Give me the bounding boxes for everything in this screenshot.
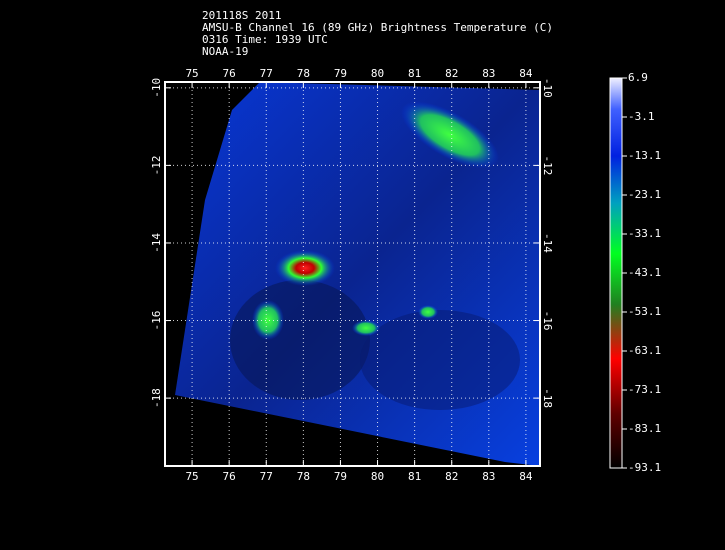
colorbar-label: 6.9 [628,71,648,84]
colorbar-label: -3.1 [628,110,655,123]
lon-label: 76 [223,67,236,80]
lat-label: -18 [541,388,554,408]
colorbar-label: -93.1 [628,461,661,474]
lon-label: 81 [408,67,421,80]
lon-label: 83 [482,67,495,80]
lon-label: 77 [260,470,273,483]
colorbar-label: -83.1 [628,422,661,435]
lon-label: 77 [260,67,273,80]
lat-label: -14 [150,233,163,253]
colorbar-label: -53.1 [628,305,661,318]
header-line: 0316 Time: 1939 UTC [202,33,328,46]
header-line: AMSU-B Channel 16 (89 GHz) Brightness Te… [202,21,553,34]
colorbar [609,77,623,469]
colorbar-label: -73.1 [628,383,661,396]
lat-label: -12 [150,155,163,175]
satellite-swath [175,82,540,466]
lon-label: 82 [445,67,458,80]
lon-label: 82 [445,470,458,483]
lat-label: -12 [541,155,554,175]
colorbar-label: -43.1 [628,266,661,279]
lon-label: 76 [223,470,236,483]
lat-label: -14 [541,233,554,253]
lon-label: 79 [334,470,347,483]
lon-label: 84 [519,67,533,80]
lon-label: 83 [482,470,495,483]
colorbar-label: -33.1 [628,227,661,240]
lon-label: 81 [408,470,421,483]
lon-label: 80 [371,470,384,483]
lon-label: 78 [297,470,310,483]
lon-label: 80 [371,67,384,80]
lon-label: 84 [519,470,533,483]
lat-label: -10 [150,78,163,98]
lat-label: -16 [541,311,554,331]
lon-label: 79 [334,67,347,80]
lon-label: 75 [185,67,198,80]
header-line: 201118S 2011 [202,9,281,22]
lon-label: 78 [297,67,310,80]
lat-label: -16 [150,311,163,331]
header-line: NOAA-19 [202,45,248,58]
colorbar-label: -13.1 [628,149,661,162]
map-frame [164,81,541,467]
lon-label: 75 [185,470,198,483]
colorbar-label: -23.1 [628,188,661,201]
lat-label: -10 [541,78,554,98]
colorbar-label: -63.1 [628,344,661,357]
lat-label: -18 [150,388,163,408]
